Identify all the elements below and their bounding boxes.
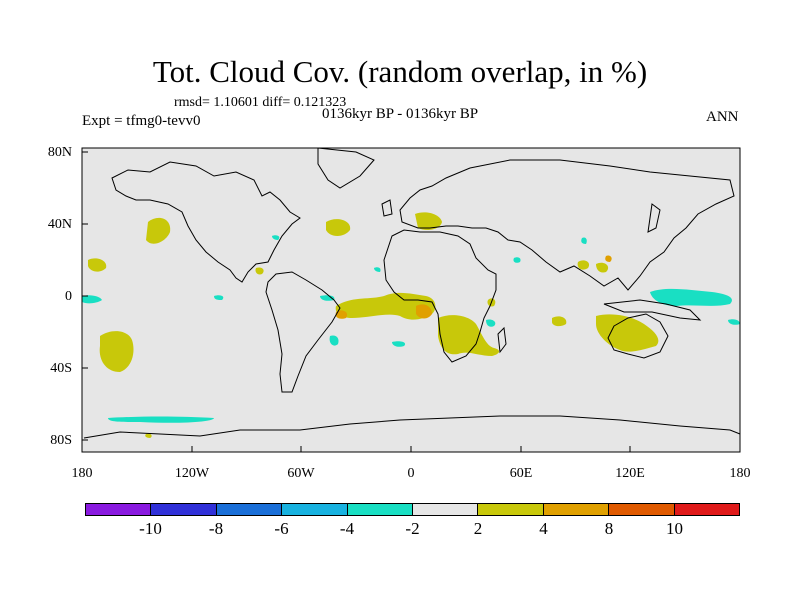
lat-label-0: 0	[65, 289, 72, 304]
lon-label-0: 0	[407, 466, 415, 481]
colorbar-label: 2	[473, 519, 483, 538]
colorbar-box	[478, 504, 544, 515]
season-label: ANN	[706, 109, 739, 125]
lon-label-60w: 60W	[287, 466, 315, 481]
colorbar-label: -2	[405, 519, 420, 538]
experiment-label: Expt = tfmg0-tevv0	[82, 113, 201, 129]
coastlines	[83, 147, 741, 439]
lat-label-80s: 80S	[50, 433, 72, 448]
colorbar-label: -4	[339, 519, 355, 538]
colorbar-box	[216, 504, 283, 515]
negative-anomaly-regions	[82, 235, 740, 423]
colorbar	[85, 503, 740, 516]
colorbar-box	[86, 504, 152, 515]
colorbar-box	[543, 504, 610, 515]
colorbar-label: -6	[274, 519, 289, 538]
period-label: 0136kyr BP - 0136kyr BP	[322, 106, 479, 122]
colorbar-box	[347, 504, 414, 515]
rmsd-diff-stats: rmsd= 1.10601 diff= 0.121323	[174, 95, 347, 110]
strong-positive-regions	[335, 255, 612, 319]
axis-ticks	[81, 148, 631, 452]
colorbar-label: 10	[666, 519, 683, 538]
colorbar-label: 8	[604, 519, 614, 538]
colorbar-box	[674, 504, 740, 515]
colorbar-label: 4	[539, 519, 548, 538]
lon-label-180w: 180	[71, 466, 93, 481]
map-panel	[81, 147, 741, 453]
lon-label-60e: 60E	[509, 466, 533, 481]
lat-label-40n: 40N	[47, 217, 72, 232]
lon-label-120w: 120W	[174, 466, 210, 481]
colorbar-box	[609, 504, 675, 515]
lon-label-180e: 180	[729, 466, 751, 481]
colorbar-box	[151, 504, 217, 515]
lat-label-80n: 80N	[47, 145, 72, 160]
plot-title: Tot. Cloud Cov. (random overlap, in %)	[152, 54, 648, 89]
lon-label-120e: 120E	[615, 466, 645, 481]
colorbar-label: -8	[208, 519, 224, 538]
colorbar-box	[413, 504, 479, 515]
colorbar-box	[282, 504, 348, 515]
colorbar-label: -10	[139, 519, 162, 538]
lat-label-40s: 40S	[50, 361, 72, 376]
